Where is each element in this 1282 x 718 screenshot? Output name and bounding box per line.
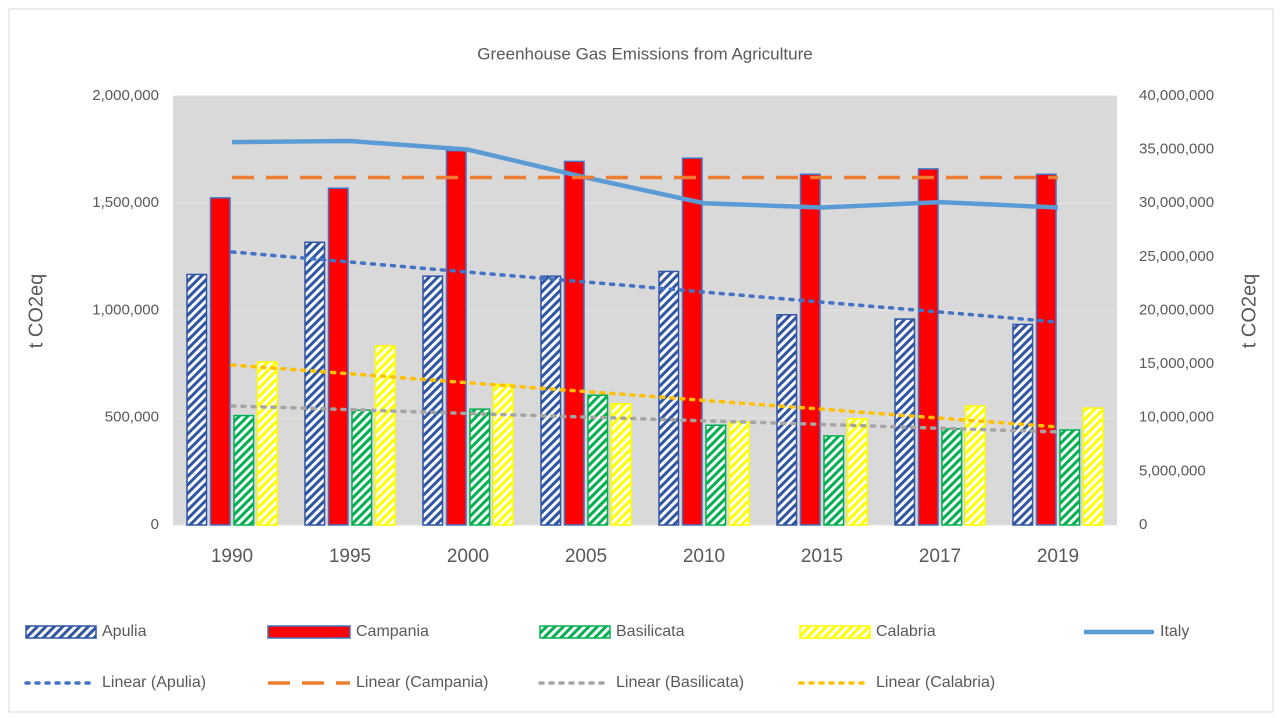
y2-tick-label: 40,000,000 [1139, 87, 1214, 104]
bar [256, 361, 278, 526]
bar [374, 345, 396, 526]
legend-label: Linear (Apulia) [102, 674, 206, 691]
bar [894, 318, 916, 526]
legend-swatch [267, 625, 351, 639]
bar [351, 409, 373, 526]
line-series [230, 404, 1060, 434]
line-series [230, 363, 1060, 429]
bar [941, 428, 963, 526]
legend-label: Apulia [102, 623, 147, 640]
bar [233, 414, 255, 526]
y2-tick-label: 35,000,000 [1139, 141, 1214, 158]
bar [304, 241, 326, 526]
bar [563, 160, 585, 526]
bar [492, 383, 514, 526]
y2-tick-label: 25,000,000 [1139, 248, 1214, 265]
y-tick-label: 0 [151, 516, 159, 533]
bar [1059, 429, 1081, 526]
bar [186, 273, 208, 526]
bar [610, 403, 632, 526]
bar [327, 187, 349, 526]
bar [776, 314, 798, 526]
x-tick-label: 2019 [1037, 546, 1079, 567]
bar [587, 394, 609, 526]
y-tick-label: 1,000,000 [92, 301, 159, 318]
y2-tick-label: 10,000,000 [1139, 409, 1214, 426]
bar [917, 168, 939, 526]
legend-label: Linear (Basilicata) [616, 674, 744, 691]
bar [540, 275, 562, 526]
bar [445, 149, 467, 526]
bar [823, 435, 845, 526]
x-tick-label: 2000 [447, 546, 489, 567]
legend-label: Basilicata [616, 623, 685, 640]
y-tick-label: 2,000,000 [92, 87, 159, 104]
bar [209, 197, 231, 526]
legend-swatch [25, 625, 97, 639]
legend-swatch [799, 625, 871, 639]
bar [799, 173, 821, 526]
bar [422, 275, 444, 526]
y2-tick-label: 20,000,000 [1139, 301, 1214, 318]
line-series [230, 250, 1060, 324]
bar [1035, 173, 1057, 526]
bar [846, 418, 868, 526]
bar [705, 424, 727, 526]
y-tick-label: 500,000 [105, 409, 159, 426]
bar [681, 157, 703, 526]
legend-label: Italy [1160, 623, 1189, 640]
x-tick-label: 2015 [801, 546, 843, 567]
y2-tick-label: 5,000,000 [1139, 462, 1206, 479]
chart-title: Greenhouse Gas Emissions from Agricultur… [477, 44, 812, 63]
legend-label: Calabria [876, 623, 936, 640]
legend-swatch [539, 625, 611, 639]
x-tick-label: 2005 [565, 546, 607, 567]
x-tick-label: 2010 [683, 546, 725, 567]
bar [728, 421, 750, 526]
y-tick-label: 1,500,000 [92, 194, 159, 211]
bar [658, 270, 680, 526]
x-tick-label: 1990 [211, 546, 253, 567]
legend-label: Campania [356, 623, 429, 640]
line-series [231, 138, 1059, 210]
y2-axis-label: t CO2eq [1238, 274, 1260, 348]
legend-label: Linear (Calabria) [876, 674, 995, 691]
bar [469, 408, 491, 526]
legend-label: Linear (Campania) [356, 674, 489, 691]
y-axis-label: t CO2eq [25, 274, 47, 348]
y2-tick-label: 15,000,000 [1139, 355, 1214, 372]
bar [964, 405, 986, 526]
bar [1082, 407, 1104, 526]
y2-tick-label: 30,000,000 [1139, 194, 1214, 211]
x-tick-label: 1995 [329, 546, 371, 567]
y2-tick-label: 0 [1139, 516, 1147, 533]
x-tick-label: 2017 [919, 546, 961, 567]
